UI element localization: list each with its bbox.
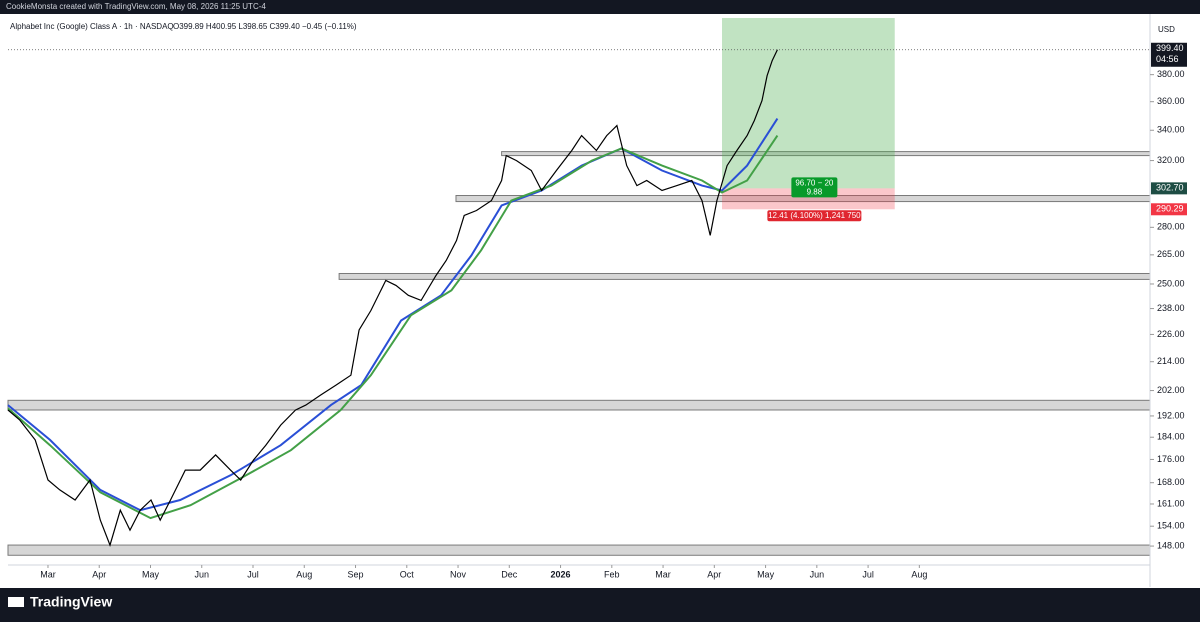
countdown: 04:56 <box>1156 54 1179 64</box>
ohlc: O399.89 H400.95 L398.65 C399.40 −0.45 (−… <box>173 22 357 31</box>
logo-icon <box>8 597 24 607</box>
reward-label: 96.70 − 20 <box>795 178 834 187</box>
y-tick-label: 265.00 <box>1157 249 1185 259</box>
x-tick-label: Aug <box>911 569 927 579</box>
y-tick-label: 250.00 <box>1157 278 1185 288</box>
y-tick-label: 320.00 <box>1157 155 1185 165</box>
series-line <box>7 135 779 520</box>
x-tick-label: Nov <box>450 569 467 579</box>
x-tick-label: Jul <box>862 569 874 579</box>
y-tick-label: 184.00 <box>1157 432 1185 442</box>
entry-box <box>1151 182 1187 195</box>
x-tick-label: Mar <box>655 569 671 579</box>
y-tick-label: 154.00 <box>1157 521 1185 531</box>
y-tick-label: 238.00 <box>1157 303 1185 313</box>
series-line <box>7 118 779 512</box>
x-tick-label: Apr <box>707 569 721 579</box>
x-tick-label: May <box>757 569 775 579</box>
reward-box <box>791 177 838 198</box>
x-tick-label: Apr <box>92 569 106 579</box>
y-tick-label: 192.00 <box>1157 410 1185 420</box>
last-price-label: 399.40 <box>1156 43 1184 53</box>
x-tick-label: Jun <box>810 569 825 579</box>
footer: TradingView <box>30 594 112 610</box>
y-tick-label: 214.00 <box>1157 356 1185 366</box>
y-tick-label: 168.00 <box>1157 477 1185 487</box>
x-tick-label: Sep <box>348 569 364 579</box>
stop-label: 290.29 <box>1156 204 1184 214</box>
y-tick-label: 360.00 <box>1157 96 1185 106</box>
zone <box>7 399 1151 411</box>
x-tick-label: Jun <box>194 569 209 579</box>
x-tick-label: Dec <box>501 569 518 579</box>
x-tick-label: Mar <box>40 569 56 579</box>
footer-bar <box>0 588 1200 622</box>
y-tick-label: 148.00 <box>1157 540 1185 550</box>
x-tick-label: May <box>142 569 160 579</box>
y-tick-label: 176.00 <box>1157 454 1185 464</box>
header: CookieMonsta created with TradingView.co… <box>6 2 266 11</box>
reward-sub: 9.88 <box>807 187 823 196</box>
y-tick-label: 226.00 <box>1157 329 1185 339</box>
x-tick-label: Aug <box>296 569 312 579</box>
x-tick-label: 2026 <box>551 569 571 579</box>
risk-label: 12.41 (4.100%) 1,241 750 <box>768 211 861 220</box>
series-line <box>7 49 778 547</box>
x-tick-label: Feb <box>604 569 620 579</box>
entry-label: 302.70 <box>1156 183 1184 193</box>
x-tick-label: Oct <box>400 569 415 579</box>
zone <box>7 544 1151 556</box>
y-tick-label: 202.00 <box>1157 385 1185 395</box>
loss-zone <box>722 188 895 210</box>
y-tick-label: 380.00 <box>1157 69 1185 79</box>
currency: USD <box>1158 25 1175 34</box>
header-bar <box>0 0 1200 14</box>
x-tick-label: Jul <box>247 569 259 579</box>
y-tick-label: 161.00 <box>1157 498 1185 508</box>
y-tick-label: 340.00 <box>1157 125 1185 135</box>
last-price-box <box>1151 42 1187 67</box>
stop-box <box>1151 203 1187 216</box>
risk-box <box>767 210 862 222</box>
y-tick-label: 280.00 <box>1157 222 1185 232</box>
symbol: Alphabet Inc (Google) Class A · 1h · NAS… <box>10 22 174 31</box>
